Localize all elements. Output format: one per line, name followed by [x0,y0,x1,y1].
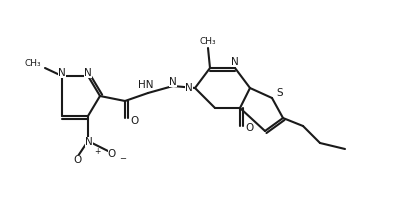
Text: O: O [108,149,116,159]
Text: −: − [119,154,126,164]
Text: +: + [94,146,100,156]
Text: N: N [185,83,193,93]
Text: CH₃: CH₃ [200,38,216,46]
Text: CH₃: CH₃ [24,59,41,68]
Text: O: O [245,123,253,133]
Text: HN: HN [138,80,154,90]
Text: N: N [169,77,177,87]
Text: N: N [84,68,92,78]
Text: O: O [74,155,82,165]
Text: N: N [85,137,93,147]
Text: N: N [231,57,239,67]
Text: O: O [130,116,138,126]
Text: S: S [276,88,283,98]
Text: N: N [58,68,66,78]
